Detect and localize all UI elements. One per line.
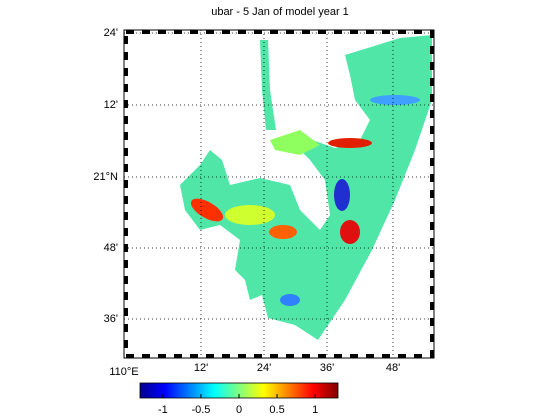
hotspot	[340, 220, 360, 244]
coldspot	[280, 294, 300, 306]
hotspot	[190, 198, 224, 222]
map-field	[180, 35, 432, 340]
colorbar-tick-label: 1	[312, 404, 318, 416]
colorbar-ticks: -1 -0.5 0 0.5 1	[158, 394, 318, 416]
coldspot	[370, 95, 420, 105]
title: ubar - 5 Jan of model year 1	[211, 6, 349, 18]
grid	[124, 30, 434, 358]
field-patch	[225, 205, 275, 225]
colorbar-tick-label: 0	[236, 404, 242, 416]
x-tick-label: 48'	[386, 362, 400, 374]
x-tick-label: 110°E	[109, 366, 138, 378]
hotspot	[328, 138, 372, 148]
y-tick-label: 36'	[104, 313, 118, 325]
x-tick-label: 12'	[194, 362, 208, 374]
colorbar-tick-label: -1	[158, 404, 168, 416]
y-tick-label: 12'	[104, 99, 118, 111]
y-tick-label: 48'	[104, 242, 118, 254]
colorbar-tick-label: -0.5	[191, 404, 210, 416]
x-tick-label: 36'	[320, 362, 334, 374]
colorbar-tick-label: 0.5	[269, 404, 284, 416]
coldspot	[334, 179, 350, 211]
sea-area	[180, 35, 432, 340]
y-tick-label: 24'	[104, 27, 118, 39]
map-border	[124, 30, 434, 358]
river-channel	[270, 130, 320, 155]
hotspot	[269, 225, 297, 239]
y-tick-label: 21°N	[93, 171, 118, 183]
x-tick-label: 24'	[257, 362, 271, 374]
